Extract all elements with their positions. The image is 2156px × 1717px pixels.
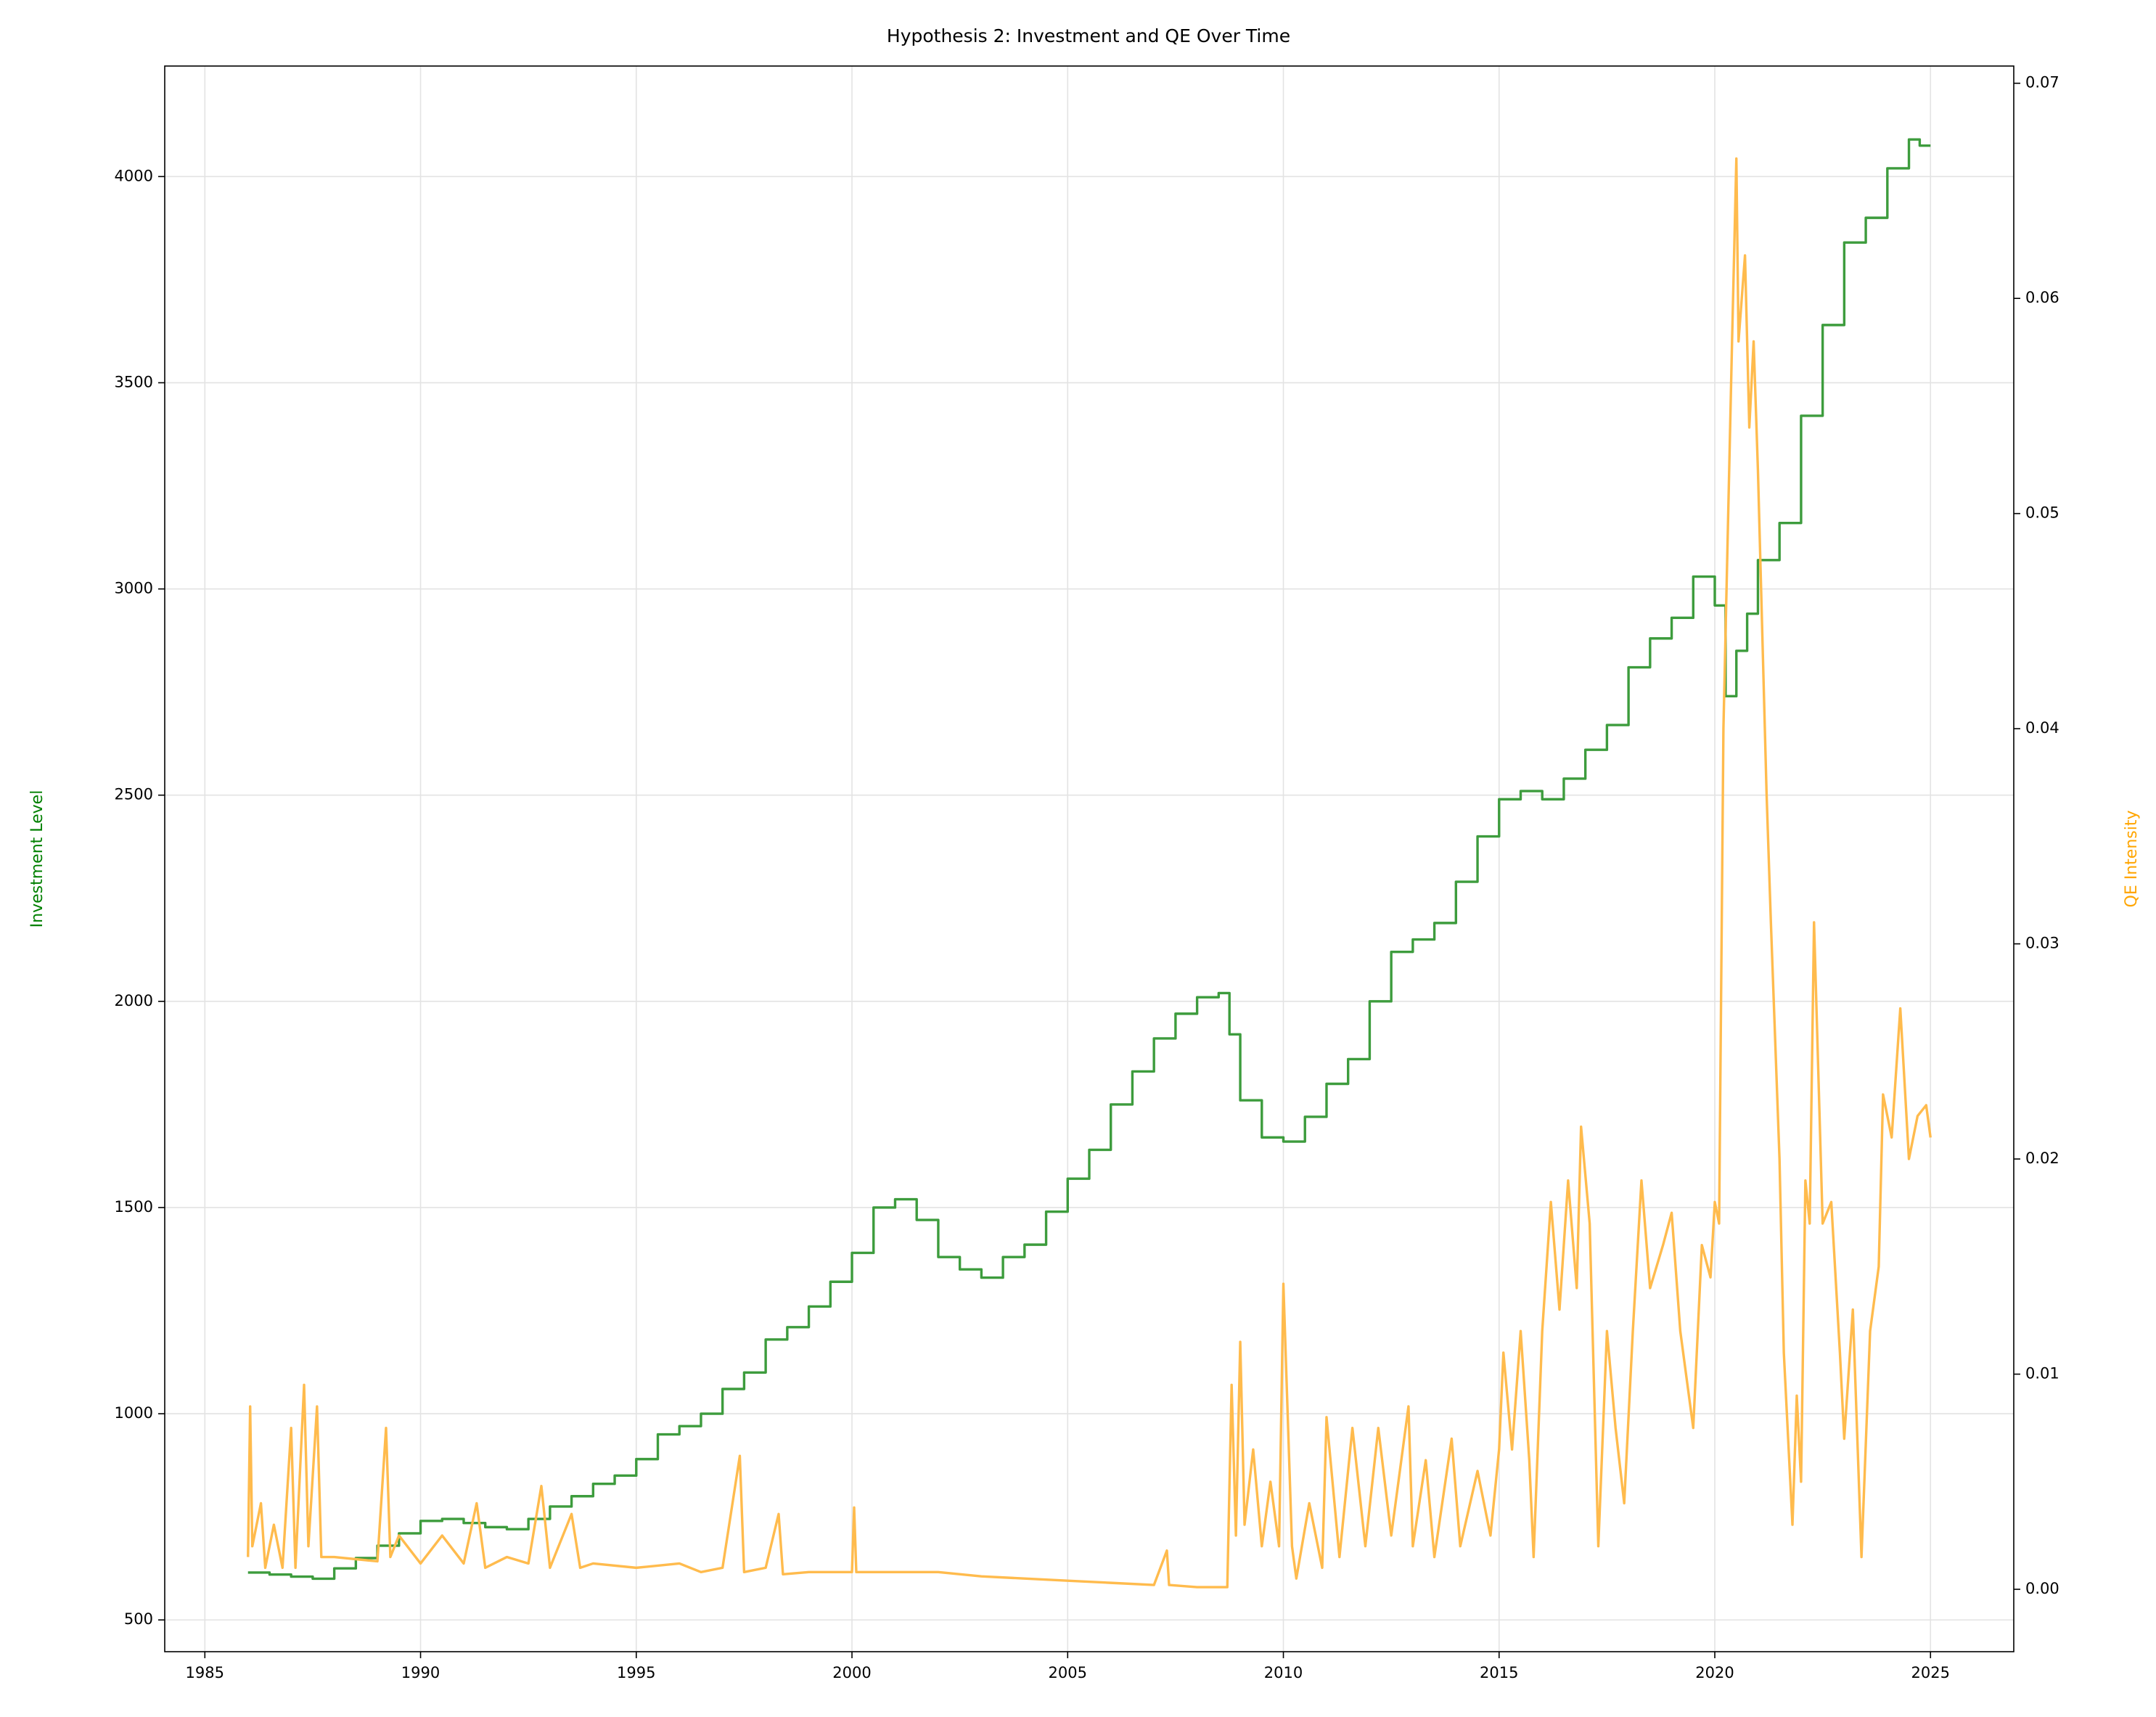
y2-tick-label: 0.06	[2025, 289, 2059, 306]
plot-frame	[164, 65, 2014, 1652]
x-tick-label: 2020	[1695, 1664, 1734, 1681]
y-tick-label: 1000	[115, 1404, 153, 1422]
x-tick-label: 2010	[1264, 1664, 1303, 1681]
x-tick-label: 2000	[832, 1664, 871, 1681]
y-tick-label: 4000	[115, 167, 153, 184]
y-tick-label: 3000	[115, 580, 153, 597]
y2-tick-label: 0.00	[2025, 1580, 2059, 1597]
y2-tick-label: 0.05	[2025, 504, 2059, 522]
y2-tick-label: 0.04	[2025, 719, 2059, 737]
y-tick-label: 3500	[115, 373, 153, 390]
x-tick-label: 2005	[1049, 1664, 1087, 1681]
y2-tick-label: 0.07	[2025, 74, 2059, 91]
x-tick-label: 2025	[1911, 1664, 1950, 1681]
y-tick-label: 2000	[115, 992, 153, 1009]
x-tick-label: 1990	[401, 1664, 440, 1681]
x-tick-label: 2015	[1480, 1664, 1518, 1681]
y2-tick-label: 0.01	[2025, 1365, 2059, 1382]
x-tick-label: 1995	[617, 1664, 655, 1681]
y2-axis-label: QE Intensity	[2123, 811, 2141, 908]
y2-tick-label: 0.02	[2025, 1150, 2059, 1167]
y-tick-label: 2500	[115, 786, 153, 803]
y-tick-label: 500	[124, 1610, 153, 1628]
y-axis-label: Investment Level	[28, 790, 46, 928]
x-tick-label: 1985	[186, 1664, 224, 1681]
series-line	[247, 138, 1931, 1581]
chart-title: Hypothesis 2: Investment and QE Over Tim…	[887, 25, 1290, 46]
y-tick-label: 1500	[115, 1198, 153, 1216]
y2-tick-label: 0.03	[2025, 935, 2059, 952]
series-line	[247, 157, 1932, 1589]
